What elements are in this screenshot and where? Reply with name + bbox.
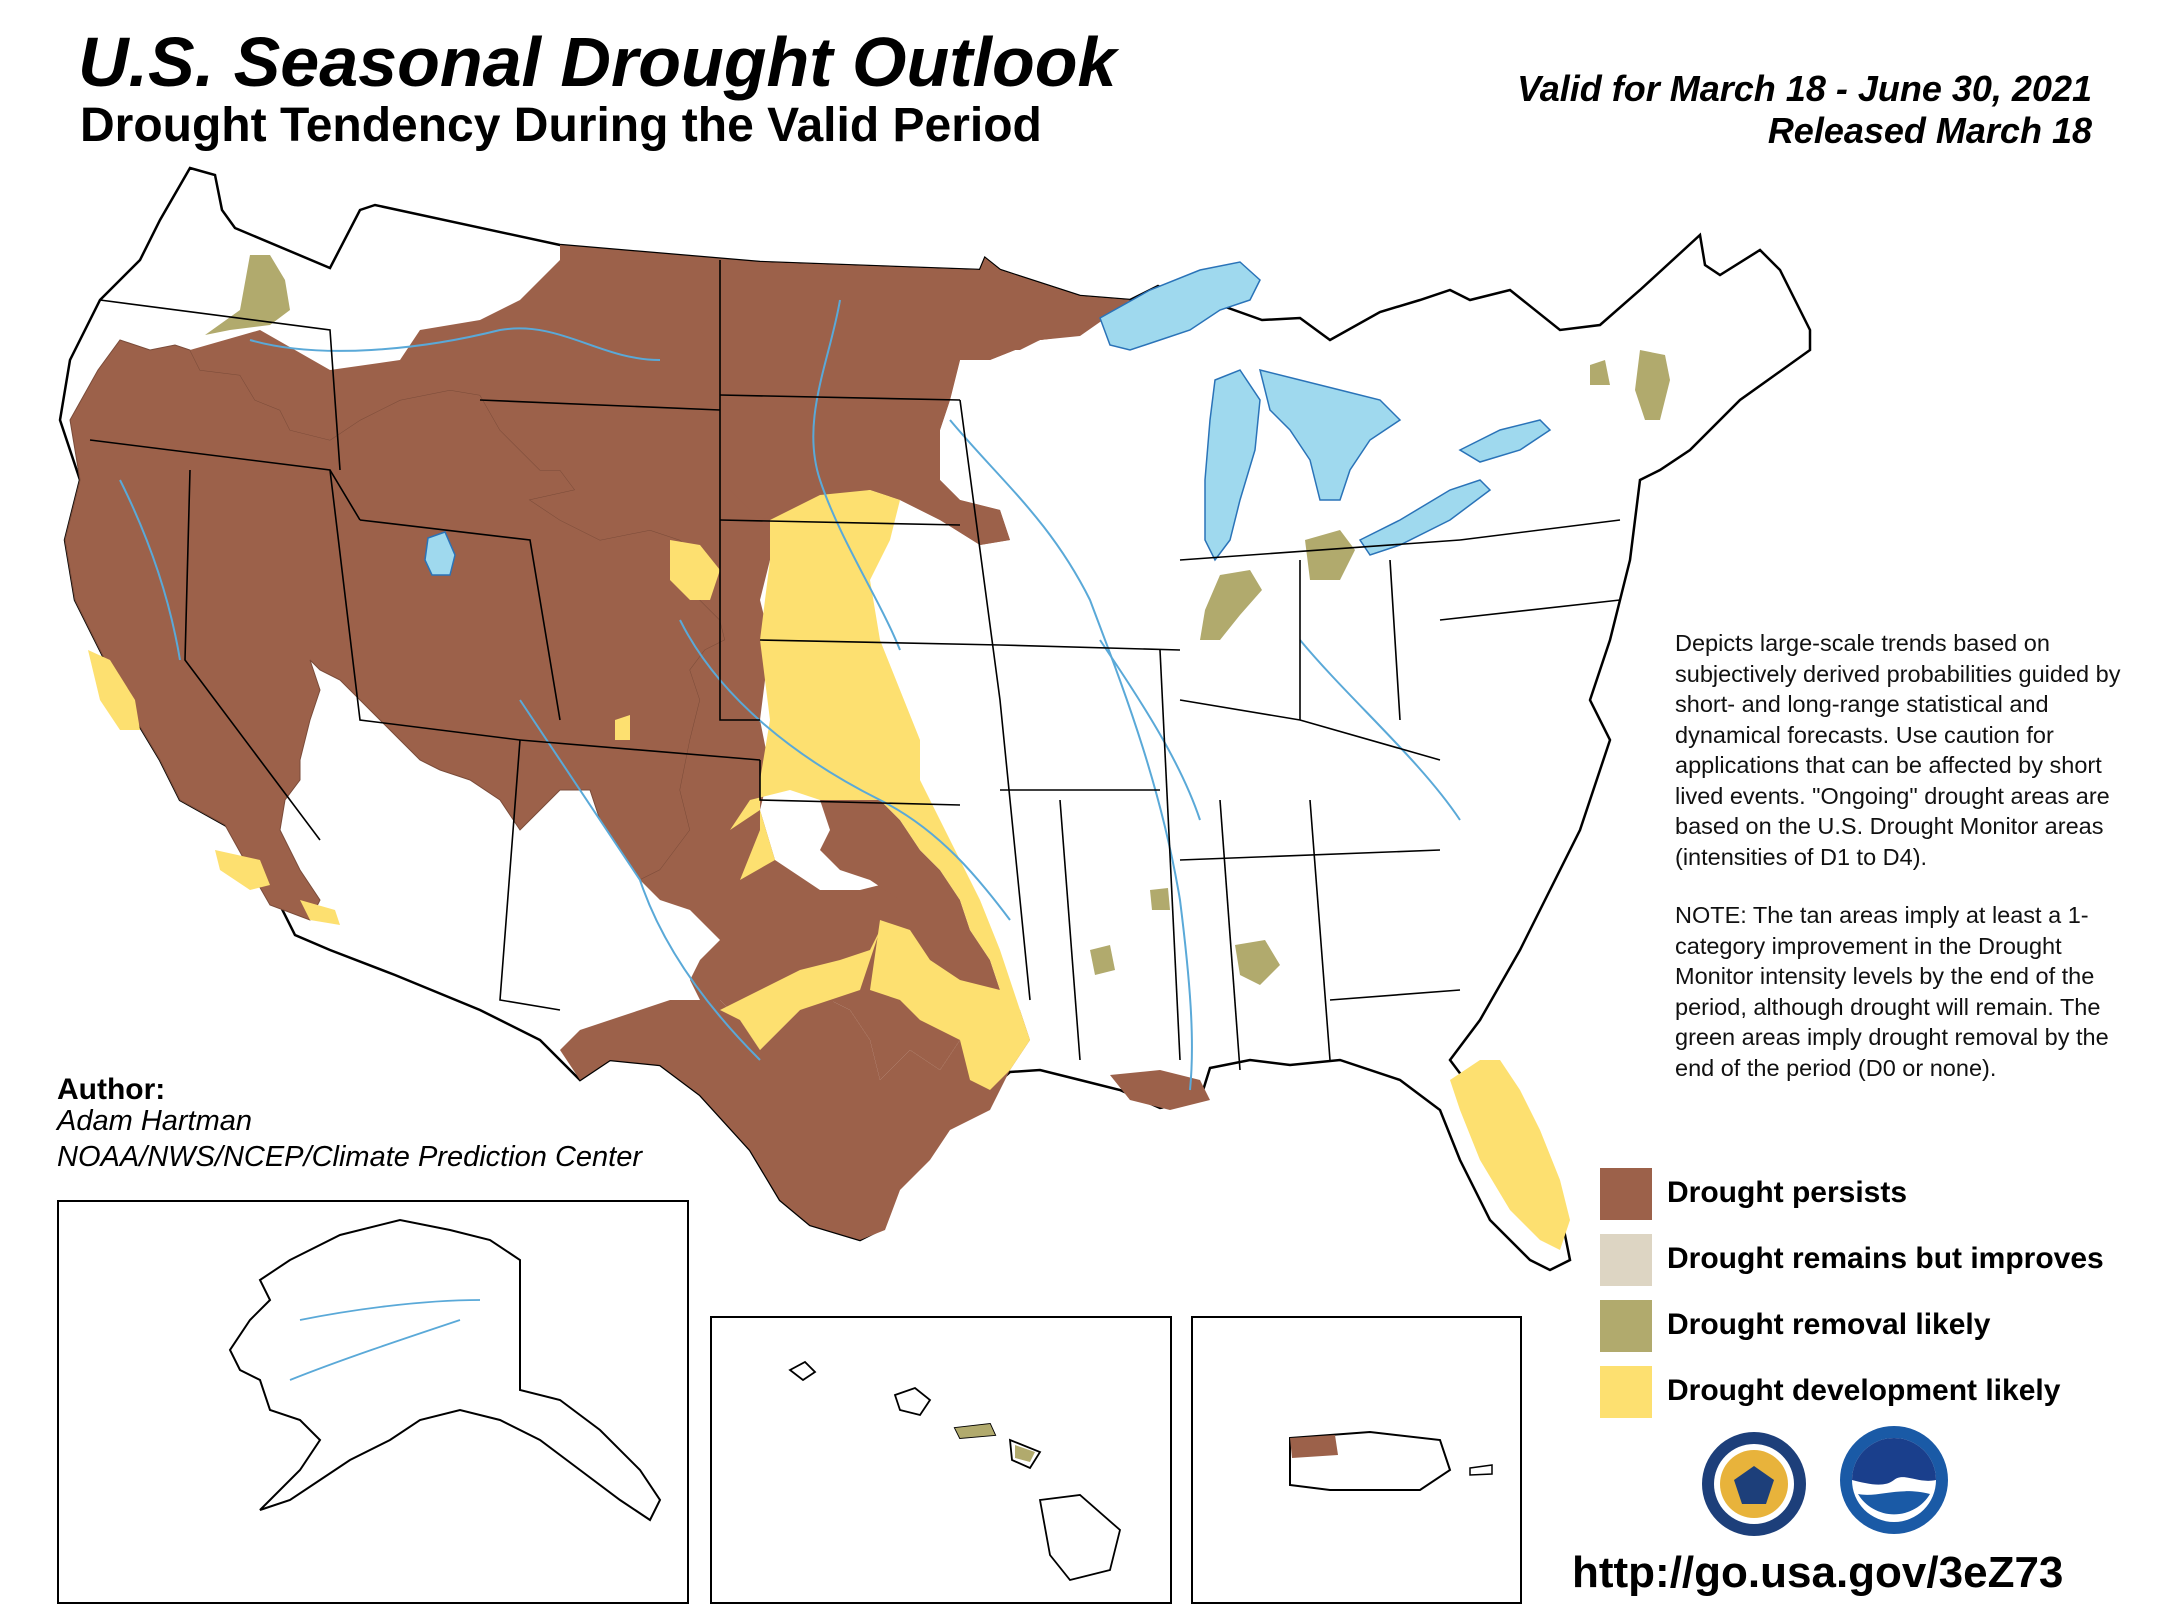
puerto-rico-inset	[1191, 1316, 1522, 1604]
legend-swatch-improves	[1600, 1234, 1652, 1286]
great-salt-lake	[424, 531, 456, 576]
description-text: Depicts large-scale trends based on subj…	[1675, 628, 2145, 1111]
author-label: Author:	[57, 1073, 166, 1106]
persists-nd-sd	[700, 258, 1130, 545]
development-florida	[1450, 1060, 1570, 1250]
map-title: U.S. Seasonal Drought Outlook	[78, 23, 1117, 101]
hawaii-removal	[955, 1424, 995, 1438]
legend-label-improves: Drought remains but improves	[1667, 1242, 2104, 1275]
description-paragraph-2: NOTE: The tan areas imply at least a 1-c…	[1675, 902, 2109, 1081]
alaska-rivers	[289, 1299, 481, 1381]
rivers	[119, 299, 1461, 1091]
removal-ny	[1635, 350, 1670, 420]
persists-louisiana	[1110, 1070, 1210, 1110]
removal-in	[1305, 530, 1355, 580]
development-co	[615, 715, 630, 740]
removal-ms	[1235, 940, 1280, 985]
persists-texas	[560, 990, 1030, 1240]
removal-il	[1200, 570, 1262, 640]
legend-label-removal: Drought removal likely	[1667, 1308, 1991, 1341]
noaa-logo	[1840, 1426, 1948, 1534]
puerto-rico-island	[1469, 1464, 1493, 1476]
hawaii-removal-2	[1015, 1445, 1035, 1462]
development-ca	[88, 650, 140, 730]
lake-ontario	[1458, 419, 1552, 463]
legend-label-development: Drought development likely	[1667, 1374, 2061, 1407]
description-paragraph-1: Depicts large-scale trends based on subj…	[1675, 630, 2121, 870]
removal-wa	[205, 255, 290, 335]
lake-superior	[1099, 261, 1261, 351]
legend-swatch-persists	[1600, 1168, 1652, 1220]
hawaii-inset	[710, 1316, 1172, 1604]
release-date: Released March 18	[1767, 110, 2092, 151]
outlook-url[interactable]: http://go.usa.gov/3eZ73	[1572, 1548, 2064, 1597]
development-tx	[720, 930, 880, 1050]
development-az	[300, 900, 340, 925]
author-org: NOAA/NWS/NCEP/Climate Prediction Center	[57, 1141, 642, 1173]
map-subtitle: Drought Tendency During the Valid Period	[80, 99, 1042, 152]
lake-erie	[1358, 479, 1492, 556]
development-plains	[730, 490, 1030, 1090]
doc-seal	[1702, 1432, 1806, 1536]
removal-ar	[1090, 945, 1115, 975]
alaska-inset	[57, 1200, 689, 1604]
lake-michigan	[1204, 369, 1261, 562]
legend-swatch-removal	[1600, 1300, 1652, 1352]
state-boundaries	[89, 260, 1621, 1071]
alaska-land	[228, 1218, 662, 1522]
author-name: Adam Hartman	[57, 1105, 253, 1137]
removal-ny-2	[1590, 360, 1610, 385]
legend-swatch-development	[1600, 1366, 1652, 1418]
valid-period: Valid for March 18 - June 30, 2021	[1517, 68, 2092, 109]
development-wy	[670, 540, 720, 600]
development-socal	[215, 850, 270, 890]
development-tx-2	[870, 920, 1020, 1050]
legend-label-persists: Drought persists	[1667, 1176, 1908, 1209]
puerto-rico-persists	[1290, 1435, 1338, 1458]
lake-huron	[1258, 368, 1402, 501]
removal-al	[1150, 888, 1170, 910]
